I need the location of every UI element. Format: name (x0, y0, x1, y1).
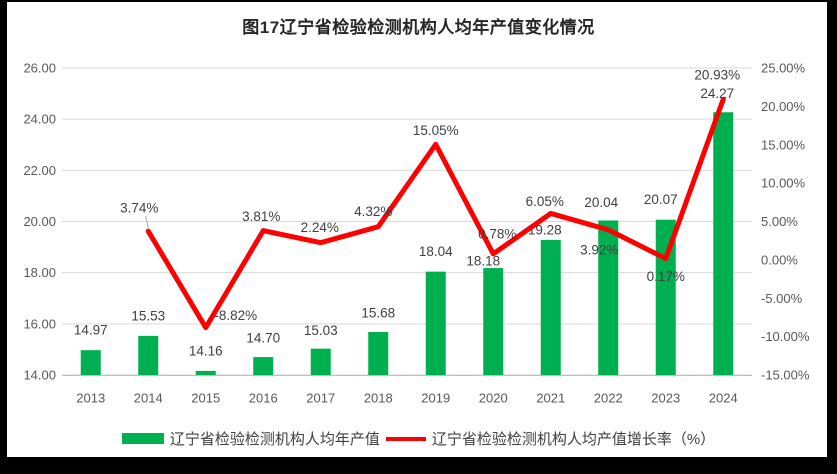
bar-label-2024: 24.27 (700, 86, 734, 101)
bar-2014 (138, 335, 159, 375)
x-tick-2014: 2014 (134, 391, 163, 406)
x-tick-2016: 2016 (249, 391, 278, 406)
bar-2013 (80, 350, 101, 375)
line-label-2018: 4.32% (354, 204, 392, 219)
x-tick-2024: 2024 (709, 391, 738, 406)
chart-canvas (7, 2, 827, 457)
y-right-tick--15.00%: -15.00% (761, 368, 810, 383)
x-tick-2023: 2023 (651, 391, 680, 406)
line-label-2023: 0.17% (647, 269, 685, 284)
legend-bar-swatch (121, 433, 164, 444)
x-tick-2022: 2022 (594, 391, 623, 406)
label-leader-line (145, 216, 149, 229)
y-left-tick-26.00: 26.00 (23, 61, 56, 76)
y-right-tick-20.00%: 20.00% (761, 99, 806, 114)
bar-2019 (425, 271, 446, 375)
chart-title: 图17辽宁省检验检测机构人均年产值变化情况 (242, 18, 595, 37)
bar-2020 (483, 268, 504, 375)
bar-2022 (598, 220, 619, 375)
legend-line-label: 辽宁省检验检测机构人均产值增长率（%） (431, 431, 716, 448)
y-left-tick-24.00: 24.00 (23, 112, 56, 127)
bar-2018 (368, 332, 389, 375)
y-left-tick-14.00: 14.00 (23, 368, 56, 383)
x-tick-2020: 2020 (479, 391, 508, 406)
bar-label-2017: 15.03 (304, 323, 338, 338)
bar-label-2022: 20.04 (584, 195, 618, 210)
chart-legend: 辽宁省检验检测机构人均年产值 辽宁省检验检测机构人均产值增长率（%） (0, 428, 837, 449)
bar-label-2019: 18.04 (419, 244, 453, 259)
line-label-2017: 2.24% (301, 220, 339, 235)
line-label-2022: 3.92% (580, 242, 618, 257)
y-right-tick-25.00%: 25.00% (761, 61, 806, 76)
line-label-2021: 6.05% (526, 194, 564, 209)
legend-bar-label: 辽宁省检验检测机构人均年产值 (169, 431, 380, 448)
bar-2024 (713, 112, 734, 376)
x-tick-2013: 2013 (76, 391, 105, 406)
y-right-tick--10.00%: -10.00% (761, 329, 810, 344)
x-tick-2015: 2015 (191, 391, 220, 406)
legend-line-swatch (385, 436, 426, 441)
bar-label-2016: 14.70 (246, 331, 280, 346)
line-label-2016: 3.81% (242, 209, 280, 224)
x-tick-2021: 2021 (536, 391, 565, 406)
x-tick-2017: 2017 (306, 391, 335, 406)
y-left-tick-18.00: 18.00 (23, 265, 56, 280)
line-label-2015: -8.82% (214, 308, 257, 323)
bar-label-2018: 15.68 (361, 306, 395, 321)
bar-label-2013: 14.97 (74, 323, 108, 338)
bar-2017 (310, 348, 331, 375)
bar-label-2020: 18.18 (466, 254, 500, 269)
y-left-tick-16.00: 16.00 (23, 316, 56, 331)
bar-2015 (195, 370, 216, 375)
line-label-2019: 15.05% (413, 123, 459, 138)
line-label-2024: 20.93% (694, 68, 740, 83)
line-label-2014: 3.74% (120, 201, 158, 216)
y-right-tick-0.00%: 0.00% (761, 252, 798, 267)
y-right-tick-10.00%: 10.00% (761, 176, 806, 191)
bar-label-2015: 14.16 (189, 343, 223, 358)
bar-label-2023: 20.07 (644, 192, 678, 207)
growth-rate-line (145, 96, 726, 331)
y-left-tick-22.00: 22.00 (23, 163, 56, 178)
bar-2016 (253, 357, 274, 375)
x-tick-2019: 2019 (421, 391, 450, 406)
bar-label-2014: 15.53 (131, 308, 165, 323)
bar-2021 (540, 239, 561, 375)
x-tick-2018: 2018 (364, 391, 393, 406)
y-right-tick--5.00%: -5.00% (761, 291, 803, 306)
line-label-2020: 0.78% (478, 226, 516, 241)
y-right-tick-15.00%: 15.00% (761, 137, 806, 152)
y-left-tick-20.00: 20.00 (23, 214, 56, 229)
y-right-tick-5.00%: 5.00% (761, 214, 798, 229)
